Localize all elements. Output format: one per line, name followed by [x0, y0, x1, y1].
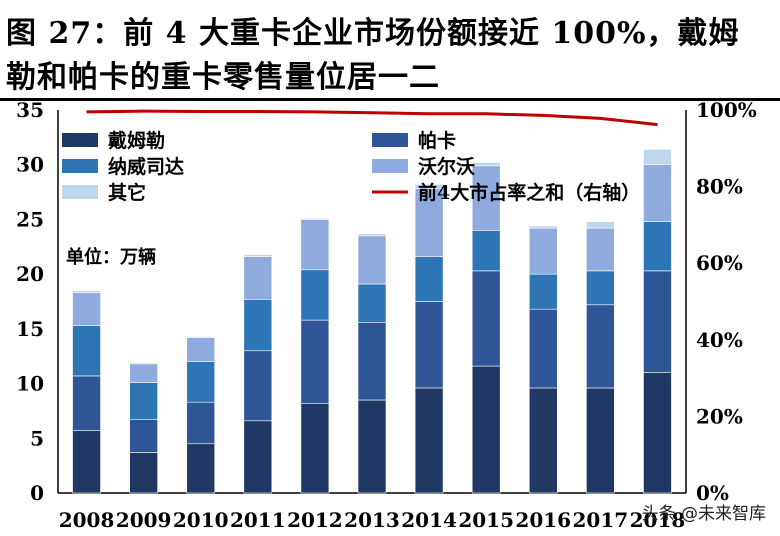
y2-tick-label: 20% — [696, 404, 743, 428]
bar-segment — [586, 227, 615, 272]
bar-segment — [643, 164, 672, 222]
legend-swatch — [372, 159, 408, 173]
bar-segment — [471, 365, 501, 494]
y-tick-label: 10 — [16, 372, 44, 396]
bar-segment — [357, 399, 387, 494]
bar-segment — [586, 270, 615, 306]
bar-segment — [357, 233, 387, 237]
bar-segment — [586, 387, 615, 494]
y2-tick-label: 0% — [696, 481, 729, 505]
x-tick-label: 2015 — [458, 508, 514, 532]
bar-segment — [643, 372, 672, 494]
x-tick-label: 2018 — [630, 508, 686, 532]
bar-segment — [471, 165, 501, 231]
bar-segment — [72, 292, 101, 326]
bar-segment — [243, 256, 273, 300]
y-tick-label: 25 — [16, 207, 44, 231]
bar-segment — [300, 219, 330, 271]
bar-segment — [414, 301, 444, 389]
x-tick-label: 2009 — [116, 508, 172, 532]
bar-segment — [72, 325, 101, 377]
y2-tick-label: 40% — [696, 328, 743, 352]
bar-segment — [243, 299, 273, 352]
bar-segment — [72, 290, 101, 294]
bar-segment — [528, 225, 558, 229]
y2-tick-label: 60% — [696, 251, 743, 275]
legend-label: 其它 — [108, 181, 146, 204]
unit-label: 单位：万辆 — [66, 246, 156, 268]
bar-segment — [129, 362, 158, 365]
legend-label: 帕卡 — [418, 129, 456, 152]
chart-title-line1: 图 27：前 4 大重卡企业市场份额接近 100%，戴姆 — [6, 16, 740, 51]
legend-label: 纳威司达 — [108, 155, 184, 178]
y2-tick-label: 100% — [696, 98, 757, 122]
bar-segment — [471, 162, 501, 167]
bar-segment — [414, 256, 444, 302]
bar-segment — [186, 401, 216, 445]
legend-label: 沃尔沃 — [418, 155, 475, 178]
bar-segment — [643, 221, 672, 272]
bar-segment — [357, 321, 387, 401]
bar-segment — [357, 235, 387, 285]
y-tick-label: 35 — [16, 98, 44, 122]
legend-label: 戴姆勒 — [108, 129, 165, 152]
legend-swatch — [372, 133, 408, 147]
market-share-line — [86, 109, 658, 127]
legend-swatch — [62, 133, 98, 147]
bar-segment — [528, 308, 558, 389]
bar-segment — [300, 402, 330, 494]
y-tick-label: 15 — [16, 317, 44, 341]
x-tick-label: 2013 — [344, 508, 400, 532]
bar-segment — [129, 452, 158, 494]
bar-segment — [243, 254, 273, 257]
bar-segment — [129, 419, 158, 453]
bar-segment — [528, 227, 558, 275]
bar-segment — [300, 269, 330, 321]
x-tick-label: 2012 — [287, 508, 343, 532]
bar-segment — [643, 149, 672, 166]
bar-segment — [72, 375, 101, 431]
bar-segment — [471, 270, 501, 367]
x-tick-label: 2014 — [401, 508, 457, 532]
bar-segment — [414, 184, 444, 190]
title-divider — [0, 98, 780, 101]
x-tick-label: 2017 — [573, 508, 629, 532]
bar-segment — [643, 270, 672, 373]
bar-segment — [414, 188, 444, 257]
bar-segment — [300, 319, 330, 404]
bar-segment — [186, 361, 216, 403]
bar-segment — [72, 430, 101, 494]
y-tick-label: 5 — [30, 426, 44, 450]
y-tick-label: 30 — [16, 153, 44, 177]
x-tick-label: 2011 — [230, 508, 286, 532]
bar-segment — [357, 283, 387, 323]
y2-tick-label: 80% — [696, 175, 743, 199]
legend-swatch — [62, 185, 98, 199]
bar-segment — [243, 420, 273, 494]
bar-segment — [471, 230, 501, 272]
bar-segment — [186, 443, 216, 494]
legend-label: 前4大市占率之和（右轴） — [418, 181, 640, 204]
bar-segment — [414, 387, 444, 494]
x-tick-label: 2010 — [173, 508, 229, 532]
y-tick-label: 20 — [16, 262, 44, 286]
legend-swatch — [62, 159, 98, 173]
bar-segment — [186, 336, 216, 338]
bar-segment — [186, 337, 216, 362]
chart-title-line2: 勒和帕卡的重卡零售量位居一二 — [6, 60, 440, 95]
bar-segment — [129, 363, 158, 383]
bar-segment — [300, 218, 330, 220]
x-tick-label: 2008 — [59, 508, 115, 532]
x-tick-label: 2016 — [515, 508, 571, 532]
bar-segment — [528, 387, 558, 494]
bar-segment — [586, 221, 615, 229]
bar-segment — [586, 304, 615, 389]
bar-segment — [528, 273, 558, 310]
bar-segment — [243, 350, 273, 422]
bar-segment — [129, 382, 158, 420]
y-tick-label: 0 — [30, 481, 44, 505]
watermark: 头条 @未来智库 — [641, 504, 766, 524]
